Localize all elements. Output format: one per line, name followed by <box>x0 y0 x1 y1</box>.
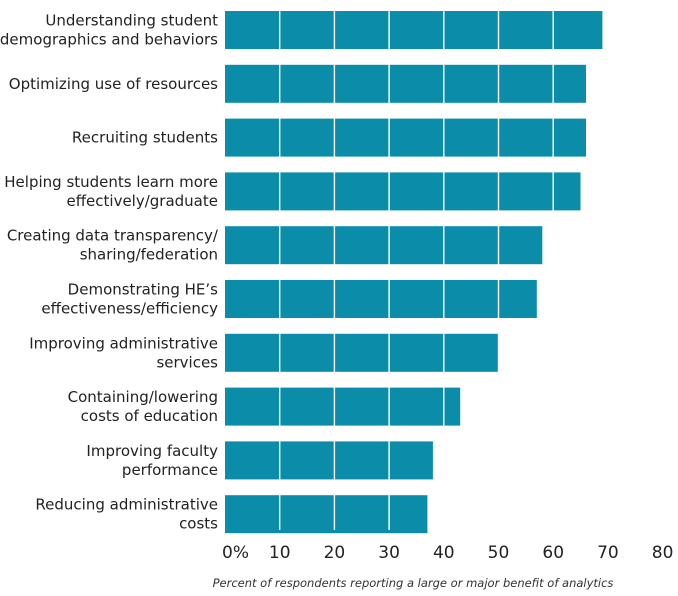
category-label-line: Understanding student <box>45 12 218 30</box>
x-tick-label-50: 50 <box>488 543 510 563</box>
category-label-line: Creating data transparency/ <box>7 227 219 245</box>
category-labels-group: Understanding student demographics and be… <box>0 12 219 533</box>
x-tick-label-80: 80 <box>652 543 674 563</box>
x-tick-label-60: 60 <box>542 543 564 563</box>
category-label-line: effectiveness/efficiency <box>41 300 218 318</box>
category-label-line: Recruiting students <box>72 129 218 147</box>
bar-recruiting-students <box>225 118 586 157</box>
category-label-line: services <box>156 353 218 371</box>
category-label-line: Reducing administrative <box>35 496 218 514</box>
category-label-line: Improving administrative <box>29 334 218 352</box>
category-label-demonstrating-he-s-effectiveness-efficiency: Demonstrating HE’s effectiveness/efficien… <box>41 281 218 318</box>
bar-improving-faculty-performance <box>225 441 433 480</box>
x-tick-label-10: 10 <box>269 543 291 563</box>
bar-demonstrating-he-s-effectiveness-efficiency <box>225 280 537 318</box>
bar-improving-administrative-services <box>225 333 499 372</box>
category-label-line: costs of education <box>81 407 218 425</box>
bar-containing-lowering-costs-of-education <box>225 387 461 426</box>
category-label-line: Containing/lowering <box>68 388 218 406</box>
x-tick-label-0: 0% <box>222 543 249 563</box>
x-tick-label-20: 20 <box>324 543 346 563</box>
category-label-containing-lowering-costs-of-education: Containing/lowering costs of education <box>68 388 218 425</box>
x-axis-title: Percent of respondents reporting a large… <box>213 576 614 590</box>
category-label-line: effectively/graduate <box>66 192 218 210</box>
category-label-reducing-administrative-costs: Reducing administrative costs <box>35 496 218 533</box>
bars-group <box>225 11 603 534</box>
category-label-line: sharing/federation <box>80 246 218 264</box>
category-label-recruiting-students: Recruiting students <box>72 129 218 147</box>
bar-understanding-student-demographics-and-behaviors <box>225 11 603 49</box>
category-label-optimizing-use-of-resources: Optimizing use of resources <box>9 75 218 93</box>
category-label-helping-students-learn-more-effectively-graduate: Helping students learn more effectively/g… <box>4 173 218 210</box>
category-label-improving-faculty-performance: Improving faculty performance <box>86 442 218 479</box>
category-label-line: costs <box>179 515 218 533</box>
bar-reducing-administrative-costs <box>225 495 428 534</box>
category-label-line: demographics and behaviors <box>0 31 218 49</box>
category-label-line: performance <box>122 461 218 479</box>
x-tick-labels-group: 0% 10 20 30 40 50 60 70 80 <box>222 543 673 563</box>
gridlines-group <box>279 8 664 530</box>
category-label-line: Helping students learn more <box>4 173 218 191</box>
x-tick-label-70: 70 <box>597 543 619 563</box>
category-label-line: Improving faculty <box>86 442 218 460</box>
bar-optimizing-use-of-resources <box>225 64 586 103</box>
x-tick-label-40: 40 <box>433 543 455 563</box>
category-label-understanding-student-demographics-and-behaviors: Understanding student demographics and be… <box>0 12 218 49</box>
category-label-line: Demonstrating HE’s <box>68 281 219 299</box>
category-label-creating-data-transparency-sharing-federation: Creating data transparency/sharing/feder… <box>7 227 219 264</box>
bar-helping-students-learn-more-effectively-graduate <box>225 172 581 211</box>
category-label-improving-administrative-services: Improving administrative services <box>29 334 218 371</box>
category-label-line: Optimizing use of resources <box>9 75 218 93</box>
x-tick-label-30: 30 <box>378 543 400 563</box>
bar-creating-data-transparency-sharing-federation <box>225 226 543 265</box>
